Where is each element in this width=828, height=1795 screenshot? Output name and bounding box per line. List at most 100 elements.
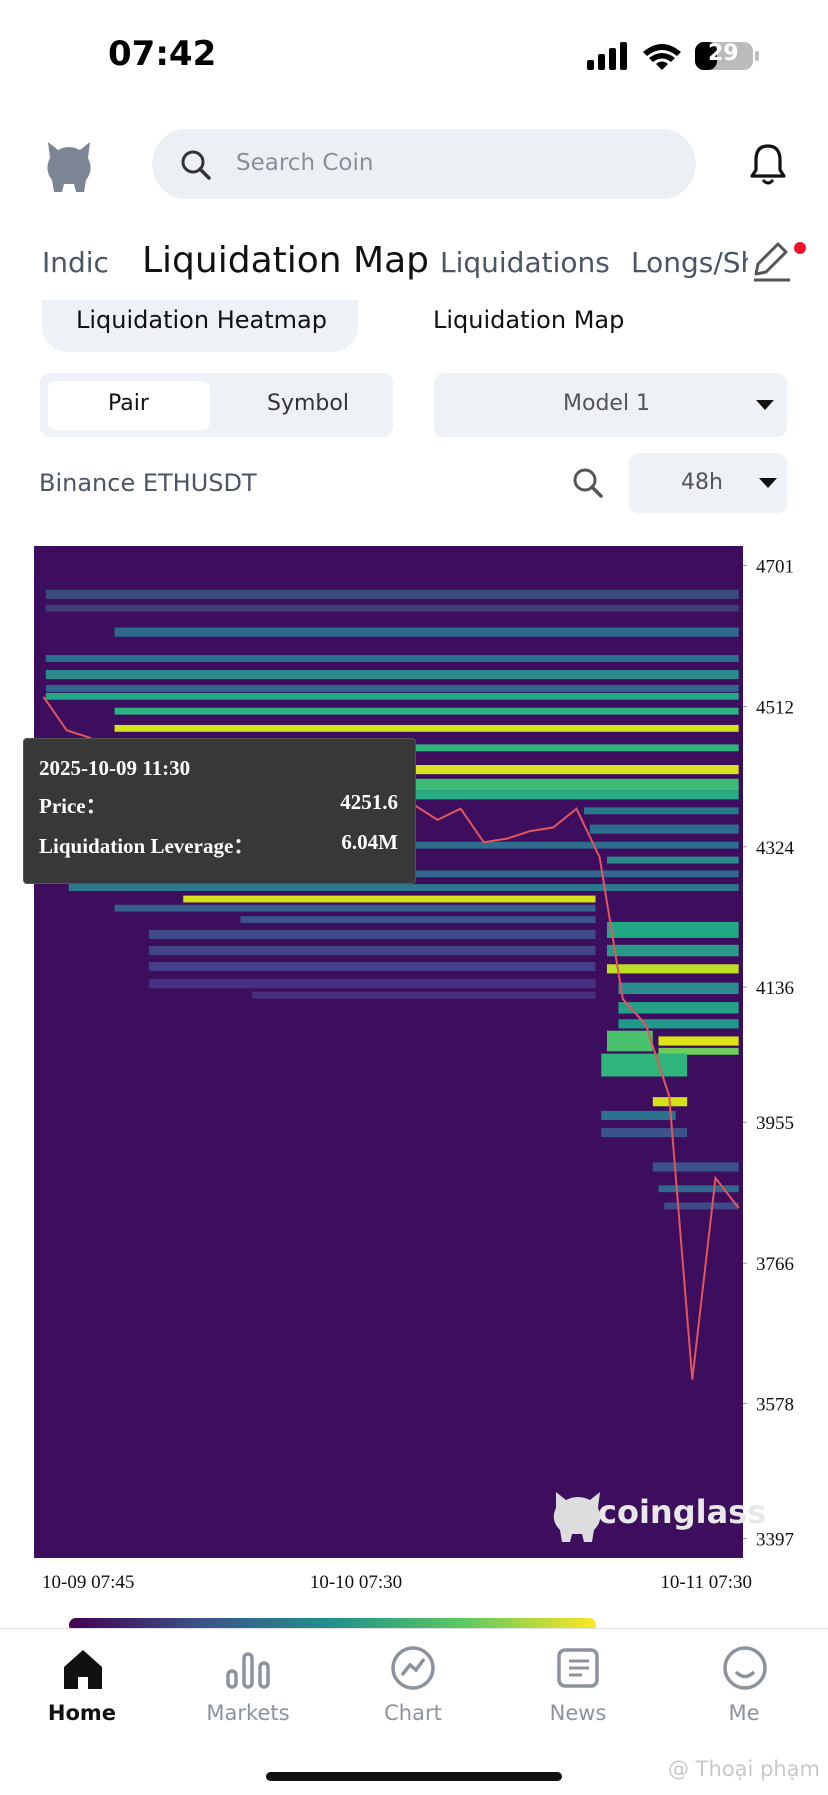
heatmap-band: [658, 1185, 739, 1193]
nav-label[interactable]: Chart: [384, 1701, 442, 1725]
nav-label[interactable]: News: [549, 1701, 607, 1725]
segment-selected[interactable]: [48, 381, 210, 430]
model-label: Model 1: [563, 391, 651, 416]
heatmap-band: [658, 1036, 739, 1046]
heatmap-band: [606, 856, 739, 864]
watermark-logo: [553, 1492, 601, 1542]
news-icon[interactable]: [556, 1647, 600, 1689]
y-tick-label: 4701: [756, 556, 794, 577]
heatmap-band: [601, 1110, 676, 1121]
tooltip-value: 4251.6: [340, 790, 398, 814]
avatar[interactable]: [40, 136, 98, 194]
heatmap-band: [589, 824, 739, 834]
heatmap-band: [45, 692, 739, 700]
heatmap-band: [114, 724, 739, 732]
tab[interactable]: Longs/Sh: [631, 246, 748, 279]
watermark: @ Thoại phạm: [668, 1757, 821, 1781]
segment-label[interactable]: Symbol: [267, 391, 349, 416]
heatmap-band: [618, 982, 739, 995]
heatmap-band: [412, 765, 739, 775]
tooltip-label: Price：: [39, 794, 107, 818]
heatmap-band: [412, 744, 739, 752]
heatmap-band: [148, 979, 596, 989]
subtab[interactable]: Liquidation Heatmap: [76, 306, 327, 334]
heatmap-band: [601, 1128, 688, 1138]
subtab-pill: [42, 300, 358, 352]
model-select[interactable]: Model 1: [434, 373, 787, 437]
heatmap-band: [412, 778, 739, 791]
tooltip-time: 2025-10-09 11:30: [39, 756, 191, 780]
pair-name: Binance ETHUSDT: [39, 469, 257, 497]
heatmap-band: [148, 945, 596, 956]
search-placeholder: Search Coin: [236, 150, 374, 176]
heatmap-band: [606, 944, 739, 957]
search-icon: [181, 150, 211, 180]
tooltip-value: 6.04M: [341, 830, 398, 854]
heatmap-band: [114, 904, 596, 912]
heatmap-band: [251, 991, 596, 999]
nav-label[interactable]: Markets: [206, 1701, 290, 1725]
heatmap-band: [45, 655, 739, 662]
status-time: 07:42: [108, 34, 217, 74]
heatmap-band: [240, 916, 596, 924]
bottom-nav: Home Markets Chart News Me @ Thoại phạm: [0, 1628, 828, 1795]
x-tick-label: 10-10 07:30: [310, 1572, 402, 1593]
heatmap-band: [45, 684, 739, 692]
heatmap-band: [148, 929, 596, 940]
period-select[interactable]: 48h: [629, 453, 787, 513]
x-tick-label: 10-09 07:45: [42, 1572, 134, 1593]
tab[interactable]: Liquidations: [440, 246, 610, 279]
search-bar[interactable]: Search Coin: [152, 129, 696, 199]
heatmap-band: [618, 1002, 739, 1014]
heatmap-band: [412, 870, 739, 878]
heatmap-chart: 4701 4512 4324 4136 3955 3766 3578 3397 10-09 07…: [34, 546, 795, 1593]
nav-label[interactable]: Home: [47, 1701, 117, 1725]
subtab[interactable]: Liquidation Map: [433, 306, 625, 334]
heatmap-band: [68, 884, 739, 891]
heatmap-band: [658, 1047, 739, 1055]
heatmap-band: [183, 895, 596, 903]
heatmap-band: [601, 1053, 688, 1077]
segmented-control: Pair Symbol: [40, 373, 393, 437]
heatmap-band: [584, 807, 739, 815]
period-label: 48h: [681, 470, 723, 495]
heatmap-band: [664, 1202, 739, 1210]
heatmap-band: [45, 669, 739, 680]
status-icons: [587, 42, 759, 70]
tab[interactable]: Indic: [42, 246, 109, 279]
y-tick-label: 3955: [756, 1113, 794, 1134]
dropdown-arrow: [759, 478, 777, 488]
heatmap-band: [114, 707, 739, 715]
y-tick-label: 4324: [756, 838, 795, 859]
heatmap-band: [412, 841, 739, 849]
home-icon[interactable]: [60, 1647, 106, 1691]
chart-icon[interactable]: [390, 1645, 436, 1691]
dropdown-arrow: [756, 400, 774, 410]
me-icon[interactable]: [722, 1645, 768, 1691]
tab-active[interactable]: Liquidation Map: [142, 240, 430, 281]
notification-bell[interactable]: [750, 142, 786, 186]
search-icon[interactable]: [572, 467, 604, 499]
nav-label[interactable]: Me: [728, 1701, 760, 1725]
heatmap-band: [606, 921, 739, 938]
heatmap-band: [606, 1030, 653, 1052]
y-tick-label: 4136: [756, 978, 794, 999]
battery-level: 29: [708, 41, 739, 66]
heatmap-band: [114, 627, 739, 637]
x-tick-label: 10-11 07:30: [660, 1572, 752, 1593]
y-tick-label: 3397: [756, 1530, 794, 1551]
markets-icon[interactable]: [225, 1651, 271, 1691]
heatmap-band: [412, 790, 739, 800]
segment-label[interactable]: Pair: [108, 391, 149, 416]
heatmap-band: [148, 961, 596, 972]
tooltip: 2025-10-09 11:30 Price： 4251.6 Liquidati…: [23, 738, 416, 884]
plot-background: [34, 546, 743, 1558]
y-tick-label: 3578: [756, 1395, 794, 1416]
y-tick-label: 3766: [756, 1254, 794, 1275]
tooltip-label: Liquidation Leverage：: [39, 834, 255, 858]
heatmap-band: [45, 604, 739, 612]
heatmap-band: [652, 1162, 739, 1172]
y-tick-label: 4512: [756, 697, 794, 718]
edit-icon[interactable]: [750, 238, 810, 284]
